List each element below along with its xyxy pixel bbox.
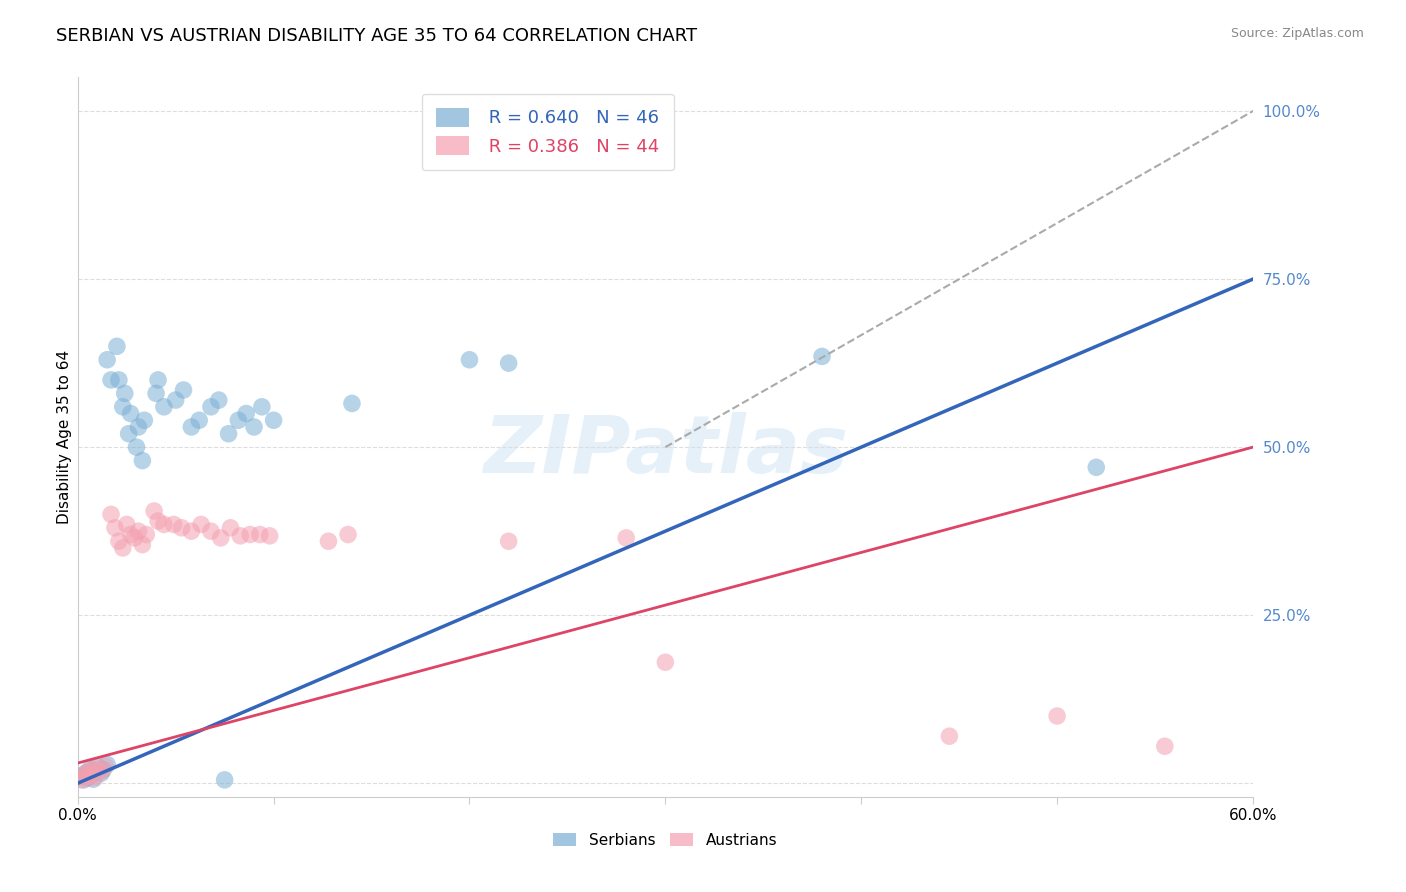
Point: [72, 770, 94, 784]
Point: [118, 426, 141, 441]
Point: [614, 531, 637, 545]
Point: [145, 386, 167, 401]
Point: [82, 772, 104, 787]
Point: [94, 759, 117, 773]
Point: [127, 420, 149, 434]
Point: [100, 373, 122, 387]
Point: [84, 770, 107, 784]
Point: [84, 764, 107, 778]
Point: [165, 393, 187, 408]
Point: [180, 524, 202, 538]
Point: [90, 766, 112, 780]
Point: [337, 527, 360, 541]
Point: [498, 356, 520, 370]
Point: [75, 766, 97, 780]
Point: [80, 768, 103, 782]
Point: [120, 407, 142, 421]
Point: [120, 527, 142, 541]
Point: [143, 504, 166, 518]
Point: [654, 655, 676, 669]
Point: [259, 529, 281, 543]
Point: [1085, 460, 1108, 475]
Point: [249, 527, 271, 541]
Point: [115, 517, 138, 532]
Point: [108, 373, 131, 387]
Point: [76, 771, 98, 785]
Point: [96, 757, 118, 772]
Point: [938, 729, 960, 743]
Point: [75, 766, 97, 780]
Point: [811, 350, 834, 364]
Point: [146, 514, 169, 528]
Point: [188, 413, 211, 427]
Point: [208, 393, 231, 408]
Point: [214, 772, 236, 787]
Point: [340, 396, 363, 410]
Point: [135, 527, 157, 541]
Point: [76, 771, 98, 785]
Legend:  R = 0.640   N = 46,  R = 0.386   N = 44: R = 0.640 N = 46, R = 0.386 N = 44: [422, 94, 673, 170]
Point: [218, 426, 240, 441]
Point: [163, 517, 186, 532]
Point: [180, 420, 202, 434]
Point: [86, 759, 108, 773]
Point: [1153, 739, 1175, 754]
Point: [86, 761, 108, 775]
Point: [134, 413, 156, 427]
Point: [318, 534, 340, 549]
Point: [125, 440, 148, 454]
Point: [190, 517, 212, 532]
Point: [100, 508, 122, 522]
Point: [105, 339, 128, 353]
Point: [124, 531, 146, 545]
Text: SERBIAN VS AUSTRIAN DISABILITY AGE 35 TO 64 CORRELATION CHART: SERBIAN VS AUSTRIAN DISABILITY AGE 35 TO…: [56, 27, 697, 45]
Point: [72, 772, 94, 787]
Point: [90, 764, 112, 778]
Point: [146, 373, 169, 387]
Point: [173, 383, 195, 397]
Point: [498, 534, 520, 549]
Point: [70, 772, 93, 787]
Point: [111, 400, 134, 414]
Point: [108, 534, 131, 549]
Point: [243, 420, 266, 434]
Point: [250, 400, 273, 414]
Point: [104, 521, 127, 535]
Point: [488, 137, 510, 152]
Point: [79, 763, 101, 777]
Point: [70, 770, 93, 784]
Point: [80, 768, 103, 782]
Point: [114, 386, 136, 401]
Point: [228, 413, 250, 427]
Point: [263, 413, 285, 427]
Point: [153, 400, 176, 414]
Point: [219, 521, 242, 535]
Point: [91, 763, 114, 777]
Point: [200, 400, 222, 414]
Point: [1046, 709, 1069, 723]
Point: [96, 352, 118, 367]
Point: [239, 527, 262, 541]
Point: [235, 407, 257, 421]
Point: [229, 529, 252, 543]
Point: [82, 763, 104, 777]
Text: ZIPatlas: ZIPatlas: [482, 412, 848, 491]
Point: [131, 538, 153, 552]
Point: [458, 352, 481, 367]
Point: [127, 524, 149, 538]
Point: [200, 524, 222, 538]
Point: [111, 541, 134, 555]
Point: [170, 521, 193, 535]
Point: [131, 453, 153, 467]
Point: [153, 517, 176, 532]
Y-axis label: Disability Age 35 to 64: Disability Age 35 to 64: [58, 350, 72, 524]
Text: Source: ZipAtlas.com: Source: ZipAtlas.com: [1230, 27, 1364, 40]
Point: [79, 764, 101, 778]
Point: [209, 531, 232, 545]
